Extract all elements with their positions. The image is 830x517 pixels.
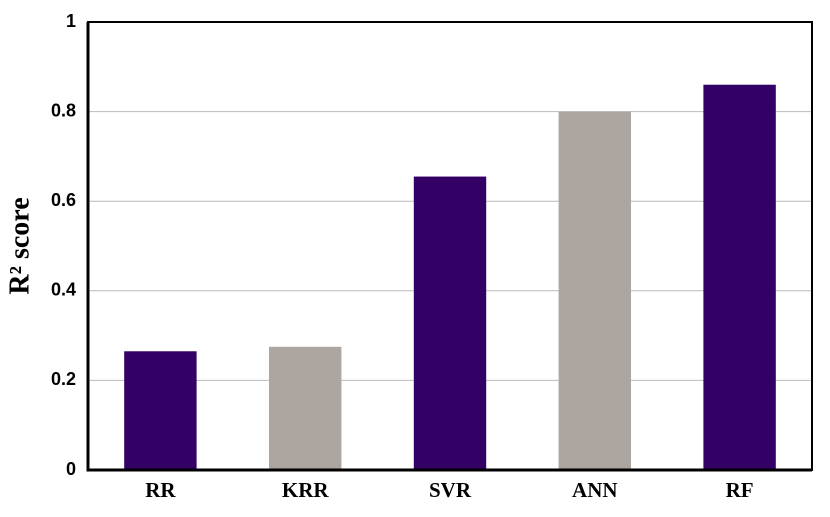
x-tick-label: RR [145,478,176,502]
x-tick-label: KRR [282,478,330,502]
y-tick-label: 0.4 [51,280,76,300]
bar [703,84,776,470]
x-tick-label: SVR [429,478,472,502]
y-tick-label: 0 [66,459,76,479]
bar [558,111,631,470]
x-tick-label: ANN [572,478,618,502]
bar [413,176,487,470]
bar [269,346,342,470]
y-tick-label: 0.8 [51,100,76,120]
y-axis-label: R² score [4,197,35,294]
bar [124,351,197,470]
y-tick-label: 1 [66,11,76,31]
y-tick-label: 0.6 [51,190,76,210]
y-tick-label: 0.2 [51,369,76,389]
x-tick-label: RF [726,478,754,502]
